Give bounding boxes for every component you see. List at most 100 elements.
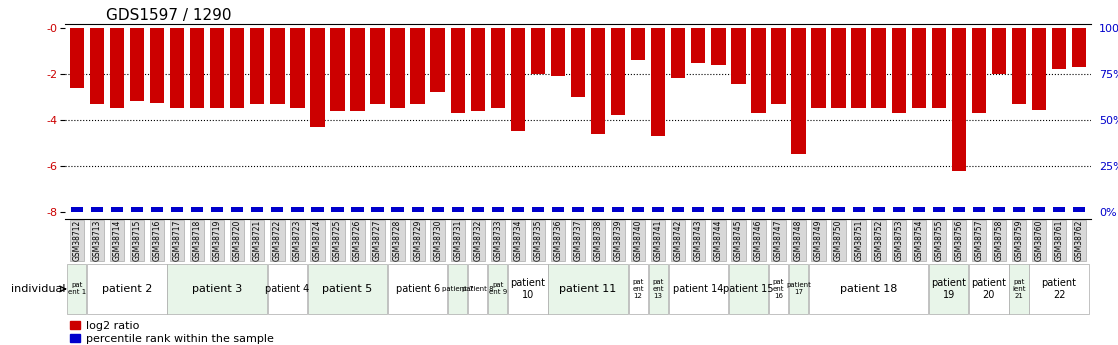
Text: GSM38732: GSM38732 bbox=[473, 220, 482, 261]
Text: GSM38719: GSM38719 bbox=[212, 220, 221, 261]
FancyBboxPatch shape bbox=[67, 264, 86, 314]
FancyBboxPatch shape bbox=[911, 220, 926, 261]
Bar bbox=[1072, 28, 1087, 67]
Bar bbox=[631, 28, 645, 60]
FancyBboxPatch shape bbox=[230, 220, 245, 261]
Bar bbox=[411, 207, 424, 212]
Bar bbox=[651, 28, 665, 136]
Text: patient
10: patient 10 bbox=[511, 278, 546, 300]
Bar bbox=[610, 28, 625, 115]
Bar bbox=[432, 207, 444, 212]
Bar bbox=[492, 207, 504, 212]
Bar bbox=[171, 207, 183, 212]
FancyBboxPatch shape bbox=[631, 220, 645, 261]
Bar bbox=[1053, 207, 1065, 212]
FancyBboxPatch shape bbox=[571, 220, 585, 261]
Bar bbox=[531, 28, 546, 74]
Bar bbox=[111, 207, 123, 212]
FancyBboxPatch shape bbox=[628, 264, 647, 314]
Bar bbox=[471, 28, 485, 111]
Bar bbox=[110, 28, 124, 108]
Text: GSM38713: GSM38713 bbox=[93, 220, 102, 261]
Text: patient 8: patient 8 bbox=[462, 286, 493, 292]
Text: patient
22: patient 22 bbox=[1042, 278, 1077, 300]
Bar bbox=[430, 28, 445, 92]
Text: GSM38729: GSM38729 bbox=[414, 220, 423, 261]
Bar bbox=[310, 28, 324, 127]
Bar bbox=[632, 207, 644, 212]
FancyBboxPatch shape bbox=[350, 220, 364, 261]
Text: patient
19: patient 19 bbox=[931, 278, 966, 300]
Text: pat
ient
21: pat ient 21 bbox=[1012, 279, 1025, 299]
Bar bbox=[852, 28, 865, 108]
Bar bbox=[351, 207, 363, 212]
FancyBboxPatch shape bbox=[769, 264, 788, 314]
Bar bbox=[491, 28, 505, 108]
FancyBboxPatch shape bbox=[509, 264, 548, 314]
FancyBboxPatch shape bbox=[210, 220, 225, 261]
Text: pat
ent
13: pat ent 13 bbox=[653, 279, 664, 299]
Text: GSM38718: GSM38718 bbox=[192, 220, 201, 261]
FancyBboxPatch shape bbox=[590, 220, 605, 261]
FancyBboxPatch shape bbox=[190, 220, 205, 261]
FancyBboxPatch shape bbox=[390, 220, 405, 261]
FancyBboxPatch shape bbox=[89, 220, 104, 261]
Text: patient 3: patient 3 bbox=[192, 284, 243, 294]
Bar bbox=[572, 207, 584, 212]
Text: GSM38751: GSM38751 bbox=[854, 220, 863, 261]
FancyBboxPatch shape bbox=[1030, 264, 1089, 314]
Bar bbox=[813, 207, 825, 212]
Bar bbox=[951, 28, 966, 171]
Bar bbox=[871, 28, 885, 108]
Bar bbox=[652, 207, 664, 212]
Text: individual: individual bbox=[11, 284, 65, 294]
Text: patient 4: patient 4 bbox=[265, 284, 310, 294]
Bar bbox=[131, 207, 143, 212]
FancyBboxPatch shape bbox=[1032, 220, 1046, 261]
Bar bbox=[151, 207, 163, 212]
Bar bbox=[271, 28, 285, 104]
Text: patient 18: patient 18 bbox=[840, 284, 898, 294]
Bar bbox=[911, 28, 926, 108]
FancyBboxPatch shape bbox=[410, 220, 425, 261]
Text: GSM38743: GSM38743 bbox=[694, 220, 703, 262]
Text: GSM38757: GSM38757 bbox=[975, 220, 984, 262]
Bar bbox=[331, 207, 343, 212]
Bar bbox=[291, 28, 304, 108]
Text: GSM38730: GSM38730 bbox=[433, 220, 443, 262]
Bar bbox=[451, 28, 465, 113]
Bar bbox=[931, 28, 946, 108]
Text: GSM38753: GSM38753 bbox=[894, 220, 903, 262]
Bar bbox=[612, 207, 624, 212]
Text: GSM38756: GSM38756 bbox=[955, 220, 964, 262]
Bar bbox=[350, 28, 364, 111]
FancyBboxPatch shape bbox=[792, 220, 806, 261]
Bar bbox=[1073, 207, 1086, 212]
FancyBboxPatch shape bbox=[168, 264, 267, 314]
Legend: log2 ratio, percentile rank within the sample: log2 ratio, percentile rank within the s… bbox=[70, 321, 274, 344]
Text: GSM38745: GSM38745 bbox=[733, 220, 742, 262]
FancyBboxPatch shape bbox=[150, 220, 164, 261]
Bar bbox=[69, 28, 84, 88]
FancyBboxPatch shape bbox=[972, 220, 986, 261]
Bar bbox=[371, 207, 383, 212]
Bar bbox=[170, 28, 184, 108]
Bar bbox=[370, 28, 385, 104]
FancyBboxPatch shape bbox=[1072, 220, 1087, 261]
FancyBboxPatch shape bbox=[451, 220, 465, 261]
Text: GDS1597 / 1290: GDS1597 / 1290 bbox=[106, 8, 231, 23]
FancyBboxPatch shape bbox=[648, 264, 667, 314]
Bar bbox=[532, 207, 544, 212]
FancyBboxPatch shape bbox=[751, 220, 766, 261]
Bar bbox=[211, 207, 224, 212]
Bar bbox=[311, 207, 323, 212]
Bar bbox=[150, 28, 164, 102]
FancyBboxPatch shape bbox=[1010, 264, 1029, 314]
Bar bbox=[272, 207, 284, 212]
Text: GSM38741: GSM38741 bbox=[654, 220, 663, 261]
FancyBboxPatch shape bbox=[931, 220, 946, 261]
Text: GSM38734: GSM38734 bbox=[513, 220, 522, 262]
Bar bbox=[932, 207, 945, 212]
Bar bbox=[751, 28, 766, 113]
Bar bbox=[672, 207, 684, 212]
